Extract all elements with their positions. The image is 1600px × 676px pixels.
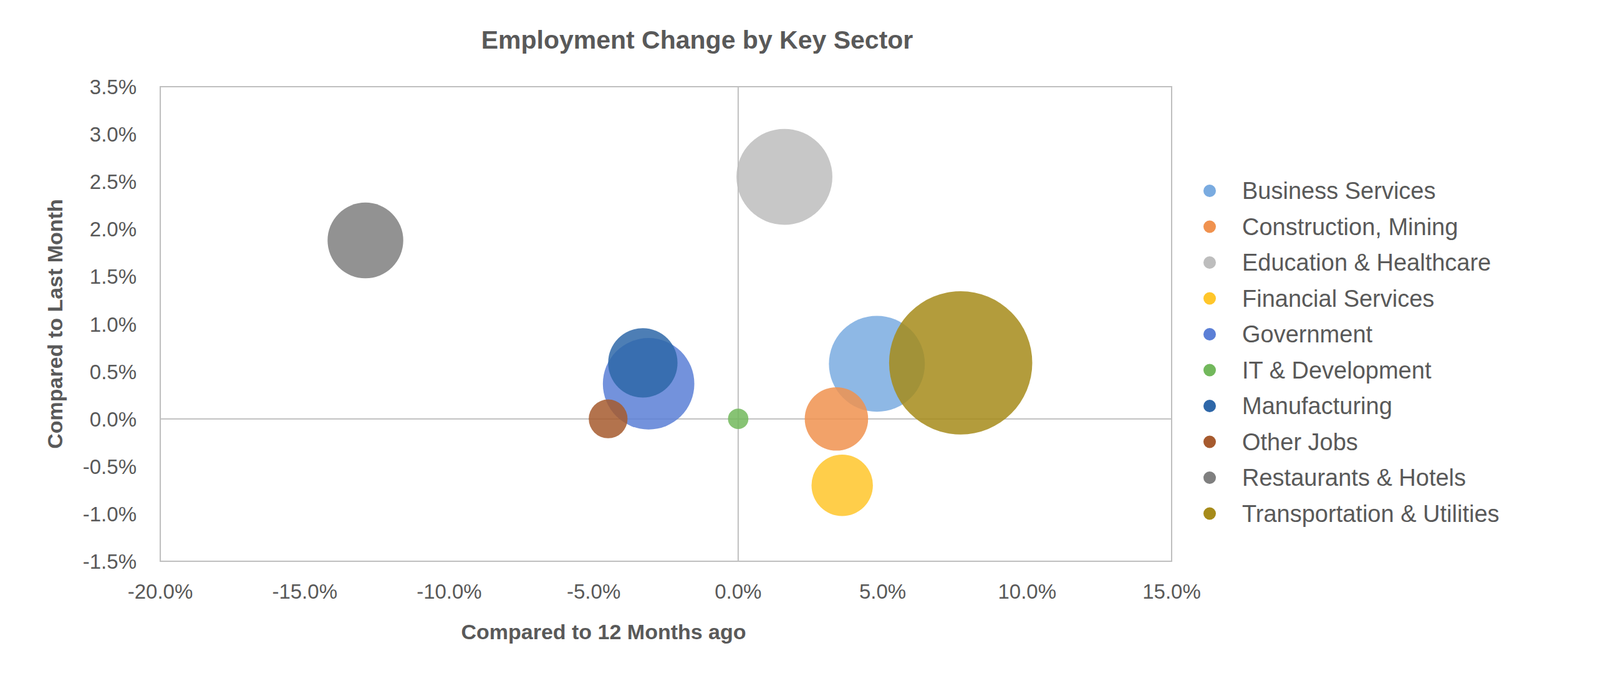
y-tick-label: 1.5%: [89, 265, 137, 289]
bubble: [804, 387, 869, 451]
legend: Business Services Construction, Mining Edu…: [1203, 177, 1500, 527]
legend-label: Government: [1242, 321, 1374, 348]
y-tick-label: 3.0%: [89, 122, 137, 146]
legend-label: Restaurants & Hotels: [1242, 464, 1466, 491]
legend-label: Education & Healthcare: [1242, 249, 1491, 276]
chart: Employment Change by Key Sector -20.0% -15…: [0, 0, 1600, 676]
bubble: [727, 408, 749, 429]
legend-label: Financial Services: [1242, 285, 1435, 312]
x-tick-label: 5.0%: [859, 579, 907, 603]
legend-label: Other Jobs: [1242, 428, 1359, 456]
y-tick-label: 1.0%: [89, 313, 137, 337]
legend-marker: [1203, 220, 1216, 234]
legend-marker: [1203, 507, 1216, 521]
y-tick-label: -1.5%: [82, 549, 137, 574]
legend-marker: [1203, 399, 1216, 413]
bubble: [736, 129, 833, 226]
bubble: [607, 327, 678, 398]
y-tick-label: 3.5%: [89, 75, 137, 99]
legend-marker: [1203, 327, 1216, 341]
bubble: [811, 454, 873, 516]
legend-label: Transportation & Utilities: [1242, 500, 1500, 527]
legend-marker: [1203, 292, 1216, 305]
x-tick-label: -10.0%: [416, 579, 482, 603]
y-tick-label: -1.0%: [82, 502, 137, 526]
title: Employment Change by Key Sector: [481, 25, 914, 55]
legend-marker: [1203, 435, 1216, 449]
bubble: [889, 291, 1033, 435]
x-tick-label: -5.0%: [566, 579, 621, 603]
x-tick-label: -15.0%: [271, 579, 338, 603]
legend-label: Business Services: [1242, 177, 1436, 204]
legend-marker: [1203, 256, 1216, 269]
x-tick-label: 10.0%: [997, 579, 1057, 603]
y-tick-label: 2.0%: [89, 217, 137, 241]
legend-marker: [1203, 184, 1216, 198]
y-tick-label: -0.5%: [82, 455, 137, 479]
legend-label: Construction, Mining: [1242, 213, 1458, 241]
bubbles: [327, 129, 1032, 517]
y-tick-label: 0.5%: [89, 360, 137, 384]
bubble: [588, 399, 628, 439]
y-axis-line: [737, 86, 739, 562]
bubble: [327, 202, 403, 279]
legend-marker: [1203, 364, 1216, 377]
y-axis-title: Compared to Last Month: [43, 198, 67, 449]
legend-label: IT & Development: [1242, 357, 1432, 384]
x-tick-label: 0.0%: [714, 579, 762, 603]
x-tick-label: 15.0%: [1142, 579, 1201, 603]
legend-marker: [1203, 471, 1216, 484]
x-axis-title: Compared to 12 Months ago: [460, 619, 746, 644]
y-tick-label: 0.0%: [89, 407, 137, 431]
y-tick-label: 2.5%: [89, 170, 137, 194]
legend-label: Manufacturing: [1242, 392, 1393, 420]
x-tick-label: -20.0%: [127, 579, 194, 603]
plot-frame: [160, 86, 1172, 562]
